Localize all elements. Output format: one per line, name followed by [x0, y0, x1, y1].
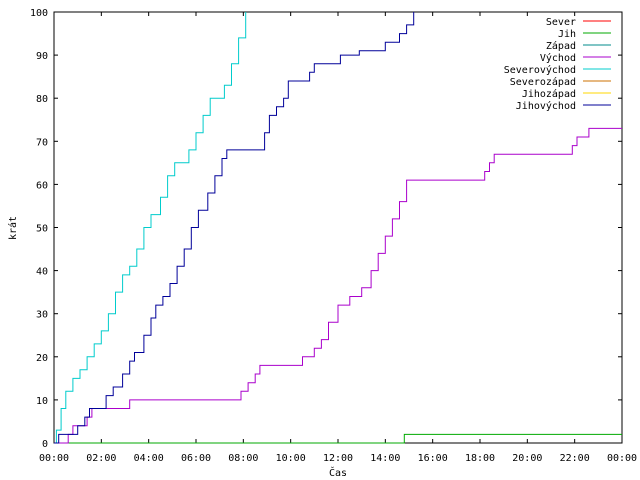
x-tick-label: 04:00: [134, 453, 164, 464]
legend-label: Jihovýchod: [516, 100, 576, 112]
y-tick-label: 70: [36, 137, 48, 148]
x-tick-label: 08:00: [228, 453, 258, 464]
legend-label: Jih: [558, 29, 576, 40]
series-line-jihovychod: [54, 12, 415, 444]
y-tick-label: 90: [36, 51, 48, 62]
y-axis: 0 10 20 30 40 50 60 70 80 90 100: [30, 8, 622, 450]
legend-label: Severovýchod: [504, 64, 576, 76]
series-line-vychod: [54, 127, 622, 444]
legend-label: Sever: [546, 17, 576, 28]
x-axis: 00:00 02:00 04:00 06:00 08:00 10:00 12:00 14:00…: [39, 12, 637, 464]
y-tick-label: 60: [36, 180, 48, 191]
series-line-jih: [54, 433, 622, 444]
legend-label: Západ: [546, 40, 576, 52]
y-tick-label: 20: [36, 353, 48, 364]
x-tick-label: 02:00: [86, 453, 116, 464]
y-axis-label: krát: [7, 216, 19, 240]
legend-label: Jihozápad: [522, 88, 576, 100]
x-tick-label: 18:00: [465, 453, 495, 464]
x-tick-label: 06:00: [181, 453, 211, 464]
y-tick-label: 0: [42, 439, 48, 450]
x-tick-label: 00:00: [607, 453, 637, 464]
legend-label: Severozápad: [510, 76, 576, 88]
x-tick-label: 20:00: [512, 453, 542, 464]
y-tick-label: 30: [36, 310, 48, 321]
y-tick-label: 10: [36, 396, 48, 407]
y-tick-label: 80: [36, 94, 48, 105]
x-axis-label: Čas: [329, 466, 347, 479]
legend-label: Východ: [540, 52, 576, 64]
y-tick-label: 100: [30, 8, 48, 19]
series-line-severovychod: [54, 12, 247, 444]
x-tick-label: 14:00: [370, 453, 400, 464]
x-tick-label: 10:00: [276, 453, 306, 464]
y-tick-label: 50: [36, 224, 48, 235]
x-tick-label: 16:00: [418, 453, 448, 464]
x-tick-label: 22:00: [560, 453, 590, 464]
legend: SeverJihZápadVýchodSeverovýchodSeverozáp…: [504, 17, 611, 112]
y-tick-label: 40: [36, 267, 48, 278]
x-tick-label: 12:00: [323, 453, 353, 464]
x-tick-label: 00:00: [39, 453, 69, 464]
series-lines: [54, 12, 622, 444]
